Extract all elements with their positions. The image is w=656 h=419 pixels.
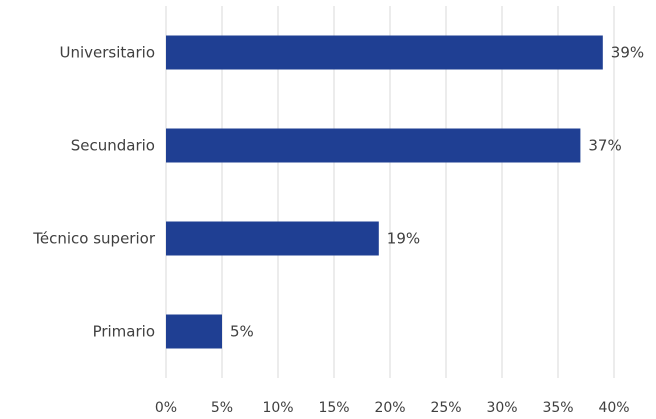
category-labels: Universitario Secundario Técnico superior P… <box>32 44 156 341</box>
data-labels: 39% 37% 19% 5% <box>230 44 644 341</box>
bar <box>166 221 379 256</box>
x-tick-label: 0% <box>155 400 177 416</box>
x-tick-label: 5% <box>211 400 233 416</box>
data-label: 19% <box>387 230 420 248</box>
data-label: 39% <box>611 44 644 62</box>
x-axis-ticks: 0% 5% 10% 15% 20% 25% 30% 35% 40% <box>155 400 630 416</box>
x-tick-label: 40% <box>598 400 629 416</box>
category-label: Primario <box>93 323 155 341</box>
x-tick-label: 30% <box>486 400 517 416</box>
category-label: Secundario <box>71 137 155 155</box>
x-tick-label: 25% <box>430 400 461 416</box>
x-tick-label: 15% <box>318 400 349 416</box>
bar <box>166 35 603 70</box>
x-tick-label: 35% <box>542 400 573 416</box>
x-tick-label: 10% <box>262 400 293 416</box>
bars <box>166 35 603 349</box>
bar <box>166 128 581 163</box>
category-label: Técnico superior <box>32 230 156 248</box>
data-label: 37% <box>588 137 621 155</box>
bar <box>166 314 222 349</box>
data-label: 5% <box>230 323 254 341</box>
x-tick-label: 20% <box>374 400 405 416</box>
category-label: Universitario <box>60 44 156 62</box>
